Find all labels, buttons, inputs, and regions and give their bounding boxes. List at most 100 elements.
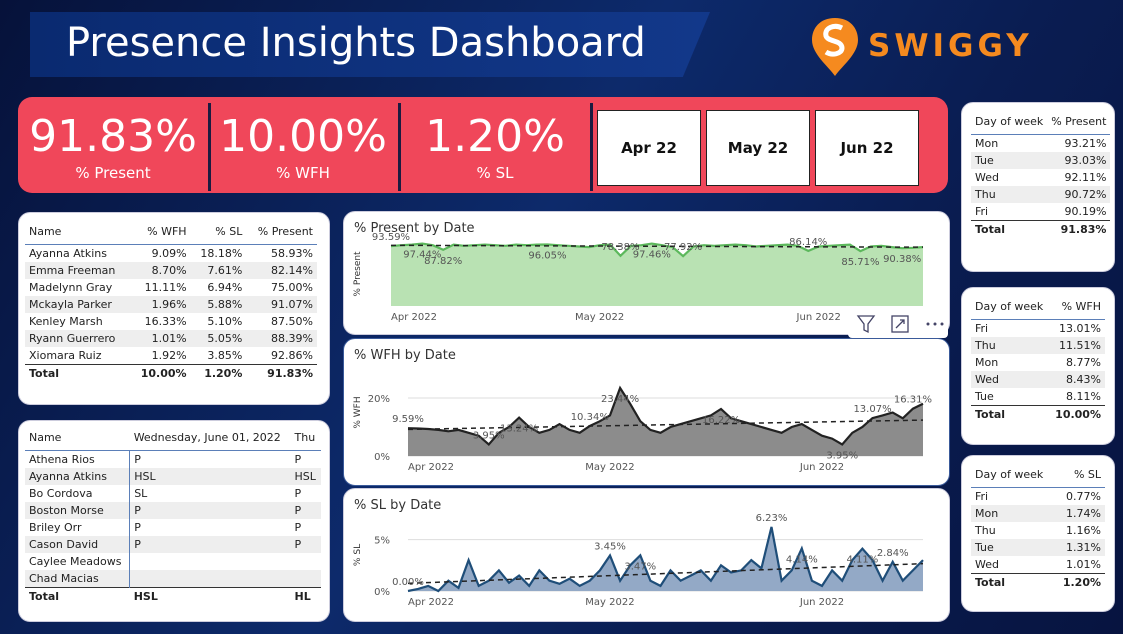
cell (129, 570, 291, 588)
cell: 90.72% (1047, 186, 1111, 203)
employee-table: Name% WFH% SL% Present Ayanna Atkins 9.09%… (18, 212, 330, 405)
row: Emma Freeman 8.70% 7.61% 82.14% (25, 262, 317, 279)
cell (290, 570, 321, 588)
cell: 18.18% (200, 247, 243, 260)
separator (398, 103, 401, 191)
row: Athena Rios P P (25, 450, 321, 468)
y-axis-label: % Present (353, 251, 363, 297)
cell: SL (129, 485, 291, 502)
total-cell: Total (25, 587, 130, 605)
column-header: % WFH (1049, 294, 1105, 320)
attendance-matrix: Name Wednesday, June 01, 2022 Thu Athena Ri… (18, 420, 330, 622)
data-label: 0.00% (392, 577, 424, 588)
row: Fri 0.77% (971, 488, 1105, 506)
cell: Tue (971, 539, 1055, 556)
cell: Fri (975, 490, 989, 503)
cell: 5.10% (207, 315, 243, 328)
x-tick-label: Apr 2022 (391, 312, 437, 323)
cell: Emma Freeman (25, 262, 131, 279)
cell: 8.43% (1049, 371, 1105, 388)
kpi-label: % Present (75, 164, 151, 182)
kpi-label: % WFH (276, 164, 330, 182)
data-label: 97.46% (633, 250, 671, 261)
cell (291, 553, 321, 570)
cell: P (129, 502, 291, 519)
month-slicer[interactable]: Apr 22 (597, 110, 701, 186)
data-label: 85.71% (841, 257, 879, 268)
row: Fri 90.19% (971, 203, 1110, 221)
cell: P (129, 450, 291, 468)
row: Thu 11.51% (971, 337, 1105, 354)
wfh-by-day-table: Day of week% WFH Fri 13.01% Thu 11.51% Mon 8.7… (961, 287, 1115, 445)
data-label: 77.92% (664, 242, 702, 253)
kpi: 10.00% % WFH (208, 97, 398, 193)
visual-toolbar[interactable] (848, 308, 948, 338)
logo: SWIGGY (810, 14, 1050, 78)
cell: P (294, 453, 302, 466)
cell: Mon (975, 356, 999, 369)
cell: 6.94% (207, 281, 243, 294)
data-label: 90.38% (883, 254, 921, 265)
row: Cason David P P (25, 536, 321, 553)
chart-svg: % Present by Date % Present Apr 2022 May 20… (353, 221, 924, 323)
area (391, 243, 923, 306)
row: Mon 93.21% (971, 135, 1110, 153)
data-label: 23.44% (601, 394, 639, 405)
cell: 8.77% (1066, 356, 1101, 369)
month-slicer[interactable]: Jun 22 (815, 110, 919, 186)
row: Wed 92.11% (971, 169, 1110, 186)
row: Mon 8.77% (971, 354, 1105, 371)
x-tick-label: Apr 2022 (408, 462, 454, 473)
y-axis-label: % SL (353, 544, 363, 566)
kpi: 91.83% % Present (18, 97, 208, 193)
cell: 58.93% (271, 247, 313, 260)
column-header: % WFH (130, 219, 191, 245)
x-tick-label: May 2022 (575, 312, 624, 323)
data-label: 97.44% (403, 250, 441, 261)
row: Ayanna Atkins 9.09% 18.18% 58.93% (25, 245, 317, 263)
cell: Kenley Marsh (29, 315, 103, 328)
cell: 93.21% (1064, 137, 1107, 150)
present-by-day-table: Day of week% Present Mon 93.21% Tue 93.03% We… (961, 102, 1115, 272)
row: Fri 13.01% (971, 320, 1105, 338)
line (390, 242, 924, 258)
dashboard-title: Presence Insights Dashboard (66, 20, 646, 66)
cell: Wed (971, 371, 1050, 388)
cell: 9.09% (151, 247, 187, 260)
data-label: 3.47% (624, 561, 656, 572)
cell: P (290, 502, 321, 519)
x-tick-label: May 2022 (585, 462, 634, 473)
row: Tue 93.03% (971, 152, 1111, 169)
cell: Mon (975, 137, 999, 150)
wfh-chart: % WFH by Date % WFH 0% 20% Apr 2022 May 2022 J… (343, 338, 950, 486)
header-row: Name Wednesday, June 01, 2022 Thu (25, 425, 321, 451)
cell: 87.50% (271, 315, 313, 328)
column-header: Day of week (971, 462, 1055, 488)
data-label: 86.14% (789, 237, 827, 248)
cell: 88.39% (246, 330, 317, 347)
cell: Fri (975, 205, 989, 218)
row: Madelynn Gray 11.11% 6.94% 75.00% (25, 279, 317, 296)
table: Name% WFH% SL% Present Ayanna Atkins 9.09%… (25, 219, 317, 382)
data-label: 93.59% (372, 232, 410, 243)
row: Caylee Meadows (25, 553, 321, 570)
y-tick-label: 0% (374, 587, 390, 598)
column-header: % Present (246, 219, 317, 245)
table: Day of week% SL Fri 0.77% Mon 1.74% Thu 1.16% T… (971, 462, 1105, 591)
chart-svg: % SL by Date % SL 0% 5% Apr 2022 May 2022 Jun … (353, 498, 924, 608)
sl-chart: % SL by Date % SL 0% 5% Apr 2022 May 2022 Jun … (343, 488, 950, 622)
cell: 82.14% (246, 262, 317, 279)
month-slicer[interactable]: May 22 (706, 110, 810, 186)
cell: 75.00% (271, 281, 313, 294)
cell (129, 553, 291, 570)
row: Thu 90.72% (971, 186, 1111, 203)
cell: Ayanna Atkins (29, 247, 107, 260)
cell: 8.70% (130, 262, 191, 279)
data-label: 9.59% (392, 414, 424, 425)
total-row: Total 91.83% (971, 220, 1111, 238)
column-header: % SL (190, 219, 247, 245)
total-cell: 10.00% (1049, 405, 1105, 423)
y-axis-label: % WFH (353, 396, 363, 428)
sl-by-day-table: Day of week% SL Fri 0.77% Mon 1.74% Thu 1.16% T… (961, 455, 1115, 612)
trend-line (407, 562, 924, 585)
